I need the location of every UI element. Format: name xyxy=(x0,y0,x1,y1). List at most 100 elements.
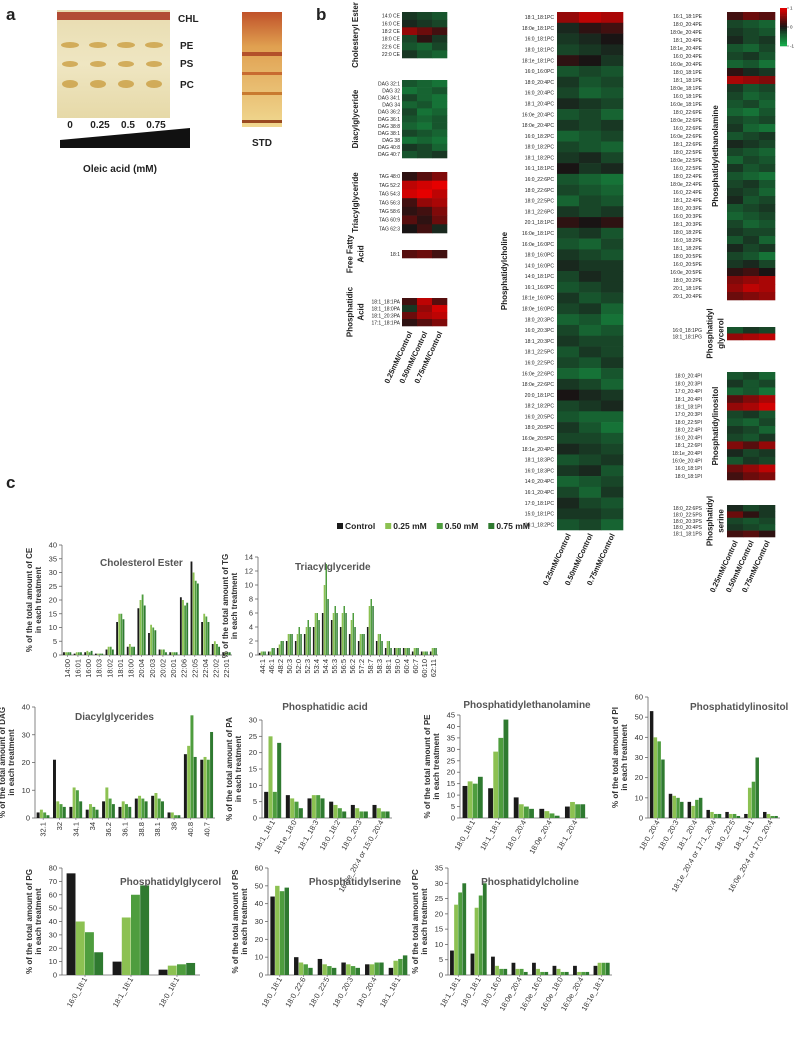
heat-cell xyxy=(759,517,776,525)
heat-cell xyxy=(579,206,602,218)
heat-cell xyxy=(743,156,760,165)
heat-cell xyxy=(417,150,433,159)
heat-cell xyxy=(759,456,776,465)
heat-cell xyxy=(557,76,580,88)
heat-cell xyxy=(432,198,448,208)
bar xyxy=(285,641,288,655)
heat-cell xyxy=(743,28,760,37)
colorbar-label: -1 xyxy=(790,44,794,49)
x-tick-label: 14:00 xyxy=(63,659,72,678)
heat-cell xyxy=(579,497,602,509)
row-label: 16:0e_18:1PC xyxy=(522,231,554,237)
row-label: DAG 34:1 xyxy=(378,95,400,101)
heat-cell xyxy=(601,476,624,488)
bar xyxy=(133,646,136,655)
bar xyxy=(381,641,383,655)
row-label: DAG 32:1 xyxy=(378,81,400,87)
row-label: 18:0_20:3PS xyxy=(673,519,703,525)
heat-cell xyxy=(759,60,776,69)
bar xyxy=(284,887,289,975)
row-label: 18:1e_20:4PE xyxy=(670,46,702,52)
heat-cell xyxy=(579,346,602,358)
bar xyxy=(305,627,308,655)
heat-cell xyxy=(579,271,602,283)
heat-cell xyxy=(743,204,760,213)
y-tick-label: 40 xyxy=(255,899,263,908)
heat-cell xyxy=(557,12,580,24)
heat-cell xyxy=(417,80,433,88)
bar xyxy=(69,652,72,655)
row-label: 18:1_18:1PI xyxy=(675,404,702,410)
bar xyxy=(182,600,184,655)
heat-cell xyxy=(557,217,580,229)
heat-cell xyxy=(557,281,580,293)
heat-cell xyxy=(432,42,448,51)
bar xyxy=(454,904,458,975)
bar xyxy=(269,651,272,655)
row-label: 16:0_20:4PI xyxy=(675,435,702,441)
bar xyxy=(308,967,313,975)
bar xyxy=(296,634,299,655)
heat-cell xyxy=(432,215,448,225)
x-tick-label: 18:0_20:4 xyxy=(354,976,378,1009)
heat-cell xyxy=(759,252,776,261)
y-tick-label: 10 xyxy=(22,786,30,795)
heat-cell xyxy=(727,164,744,173)
y-tick-label: 25 xyxy=(249,732,257,741)
heat-cell xyxy=(417,129,433,138)
heat-cell xyxy=(601,357,624,369)
group-label: Triacylglyceride xyxy=(351,172,360,233)
row-label: 16:0_22:6PC xyxy=(525,177,555,183)
bar xyxy=(369,964,375,975)
chart-title: Phosphatidylcholine xyxy=(481,877,579,888)
standard-label: STD xyxy=(252,138,272,149)
bar xyxy=(158,649,161,655)
row-label: DAG 40:8 xyxy=(378,145,400,151)
row-label: 17:0_18:1PC xyxy=(525,501,555,507)
heat-cell xyxy=(601,271,624,283)
bar xyxy=(329,801,334,818)
bar xyxy=(268,736,273,818)
heat-cell xyxy=(417,198,433,208)
x-tick-label: 32.1 xyxy=(39,822,48,837)
bar xyxy=(294,957,299,975)
row-label: 16:0_18:2PE xyxy=(673,238,703,244)
axis-label: Oleic acid (mM) xyxy=(83,164,157,175)
bar xyxy=(536,968,540,975)
heat-cell xyxy=(759,441,776,450)
heat-cell xyxy=(557,87,580,99)
heat-cell xyxy=(417,143,433,152)
colorbar-label: 1 xyxy=(790,6,793,11)
heat-cell xyxy=(432,50,448,59)
bar xyxy=(203,613,206,655)
bar xyxy=(67,652,70,655)
heat-cell xyxy=(579,454,602,466)
bar xyxy=(150,624,153,655)
heat-cell xyxy=(601,141,624,153)
x-tick-label: 56:2 xyxy=(348,659,357,674)
bar xyxy=(524,806,529,818)
bar xyxy=(424,651,426,655)
bar xyxy=(336,613,338,655)
row-label: 18:0e_18:1PC xyxy=(522,26,554,32)
bar xyxy=(381,811,386,818)
bar xyxy=(277,742,282,818)
y-tick-label: 30 xyxy=(49,568,57,577)
row-label: 18:0_20:5PC xyxy=(525,425,555,431)
bar xyxy=(143,605,146,655)
bar xyxy=(370,599,372,655)
bar xyxy=(107,646,110,655)
bar xyxy=(174,815,178,818)
row-label: 16:0e_16:0PC xyxy=(522,242,554,248)
bar xyxy=(79,801,83,818)
row-label: 18:0 CE xyxy=(382,37,401,43)
x-tick-label: 20:01 xyxy=(169,659,178,678)
bar xyxy=(75,921,85,975)
heat-cell xyxy=(743,387,760,396)
bar xyxy=(472,783,478,818)
y-tick-label: 45 xyxy=(447,711,455,720)
spot-label: PC xyxy=(180,80,194,91)
heat-cell xyxy=(727,333,744,341)
bar xyxy=(224,652,227,655)
heat-cell xyxy=(579,486,602,498)
